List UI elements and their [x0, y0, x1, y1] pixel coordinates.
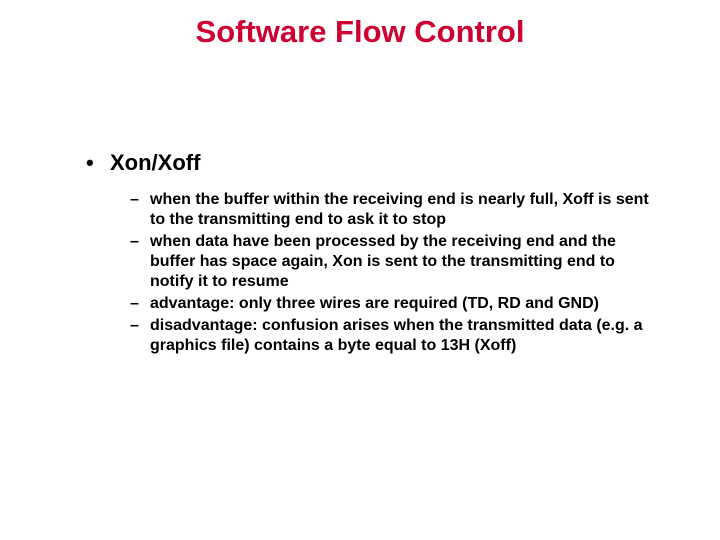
- bullet-sub: when the buffer within the receiving end…: [80, 190, 650, 230]
- slide: Software Flow Control Xon/Xoff when the …: [0, 0, 720, 540]
- bullet-main: Xon/Xoff: [80, 150, 650, 176]
- bullet-sub: disadvantage: confusion arises when the …: [80, 316, 650, 356]
- bullet-sub: when data have been processed by the rec…: [80, 232, 650, 292]
- slide-title: Software Flow Control: [0, 14, 720, 50]
- bullet-sub: advantage: only three wires are required…: [80, 294, 650, 314]
- slide-body: Xon/Xoff when the buffer within the rece…: [80, 150, 650, 358]
